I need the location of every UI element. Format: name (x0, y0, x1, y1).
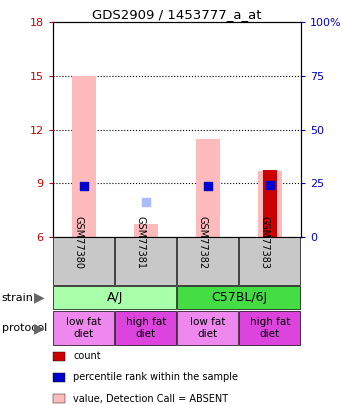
Text: GSM77382: GSM77382 (198, 216, 208, 269)
Point (267, 182, 273, 189)
Bar (239, 237, 300, 285)
Bar (53, 311, 114, 345)
Text: high fat
diet: high fat diet (250, 317, 290, 339)
Text: C57BL/6J: C57BL/6J (211, 291, 267, 304)
Text: percentile rank within the sample: percentile rank within the sample (73, 373, 238, 382)
Bar (263, 170, 277, 237)
Point (143, 199, 149, 205)
Text: strain: strain (2, 293, 34, 303)
Text: A/J: A/J (106, 291, 123, 304)
Bar (72, 76, 96, 237)
Text: value, Detection Call = ABSENT: value, Detection Call = ABSENT (73, 394, 228, 403)
Text: protocol: protocol (2, 323, 47, 333)
Text: GSM77383: GSM77383 (260, 216, 270, 269)
Bar (115, 311, 176, 345)
Text: GSM77381: GSM77381 (136, 216, 146, 269)
Bar (53, 237, 114, 285)
Bar (177, 286, 300, 309)
Bar (196, 139, 220, 237)
Bar (258, 171, 282, 237)
Text: ▶: ▶ (34, 291, 45, 305)
Text: low fat
diet: low fat diet (66, 317, 101, 339)
Point (205, 183, 210, 189)
Title: GDS2909 / 1453777_a_at: GDS2909 / 1453777_a_at (92, 8, 261, 21)
Text: high fat
diet: high fat diet (125, 317, 166, 339)
Text: low fat
diet: low fat diet (190, 317, 225, 339)
Point (81, 183, 86, 189)
Bar (134, 224, 157, 237)
Bar (177, 311, 238, 345)
Bar (53, 286, 176, 309)
Bar (239, 311, 300, 345)
Text: GSM77380: GSM77380 (74, 216, 84, 269)
Bar (177, 237, 238, 285)
Bar (115, 237, 176, 285)
Text: count: count (73, 352, 101, 361)
Text: ▶: ▶ (34, 321, 45, 335)
